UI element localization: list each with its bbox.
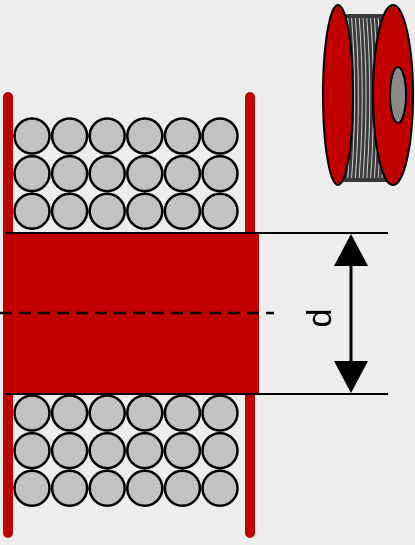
- dimension-label: d: [301, 309, 339, 328]
- top-wire-0-2: [88, 117, 126, 155]
- spool-wire-turn-4: [358, 17, 363, 179]
- spool-illustration: [322, 4, 414, 186]
- top-wire-0-3: [126, 117, 164, 155]
- top-wire-1-2: [88, 154, 126, 193]
- top-wire-1-1: [50, 154, 89, 193]
- bottom-wire-0-1: [50, 394, 89, 432]
- bottom-wire-0-5: [201, 394, 239, 432]
- top-wire-0-5: [201, 117, 239, 155]
- winding-bottom: [13, 394, 239, 507]
- bottom-wire-2-2: [88, 469, 126, 507]
- left-flange: [3, 92, 13, 538]
- top-wire-2-5: [201, 192, 239, 230]
- top-wire-2-3: [126, 192, 164, 230]
- bottom-wire-1-3: [126, 431, 164, 470]
- bottom-wire-0-3: [126, 394, 164, 432]
- dimension-arrow-down: [334, 361, 368, 393]
- spool-back-flange: [322, 4, 354, 186]
- top-wire-0-4: [163, 117, 202, 155]
- top-wire-1-3: [126, 154, 164, 193]
- bottom-wire-2-0: [13, 469, 51, 507]
- bottom-wire-0-4: [163, 394, 202, 432]
- spool-wire-turn-5: [362, 17, 367, 179]
- spool-hub-hole: [389, 66, 407, 124]
- top-wire-2-4: [163, 192, 202, 230]
- spool-wire-turn-3: [354, 17, 359, 179]
- bottom-wire-1-5: [201, 431, 239, 470]
- top-wire-0-1: [50, 117, 89, 155]
- bottom-wire-2-4: [163, 469, 202, 507]
- top-wire-1-0: [13, 154, 51, 193]
- winding-top: [13, 117, 239, 230]
- top-wire-1-5: [201, 154, 239, 193]
- bottom-wire-1-1: [50, 431, 89, 470]
- bottom-wire-1-4: [163, 431, 202, 470]
- bottom-wire-0-0: [13, 394, 51, 432]
- top-wire-2-0: [13, 192, 51, 230]
- top-wire-2-1: [50, 192, 89, 230]
- bottom-wire-1-0: [13, 431, 51, 470]
- bottom-wire-1-2: [88, 431, 126, 470]
- bottom-wire-2-3: [126, 469, 164, 507]
- bottom-wire-0-2: [88, 394, 126, 432]
- right-flange: [245, 92, 255, 538]
- dimension-arrow-up: [334, 234, 368, 266]
- top-wire-0-0: [13, 117, 51, 155]
- bottom-wire-2-1: [50, 469, 89, 507]
- spool-wire-turn-2: [351, 17, 356, 179]
- bottom-wire-2-5: [201, 469, 239, 507]
- top-wire-1-4: [163, 154, 202, 193]
- spool-wire-turn-6: [366, 17, 371, 179]
- top-wire-2-2: [88, 192, 126, 230]
